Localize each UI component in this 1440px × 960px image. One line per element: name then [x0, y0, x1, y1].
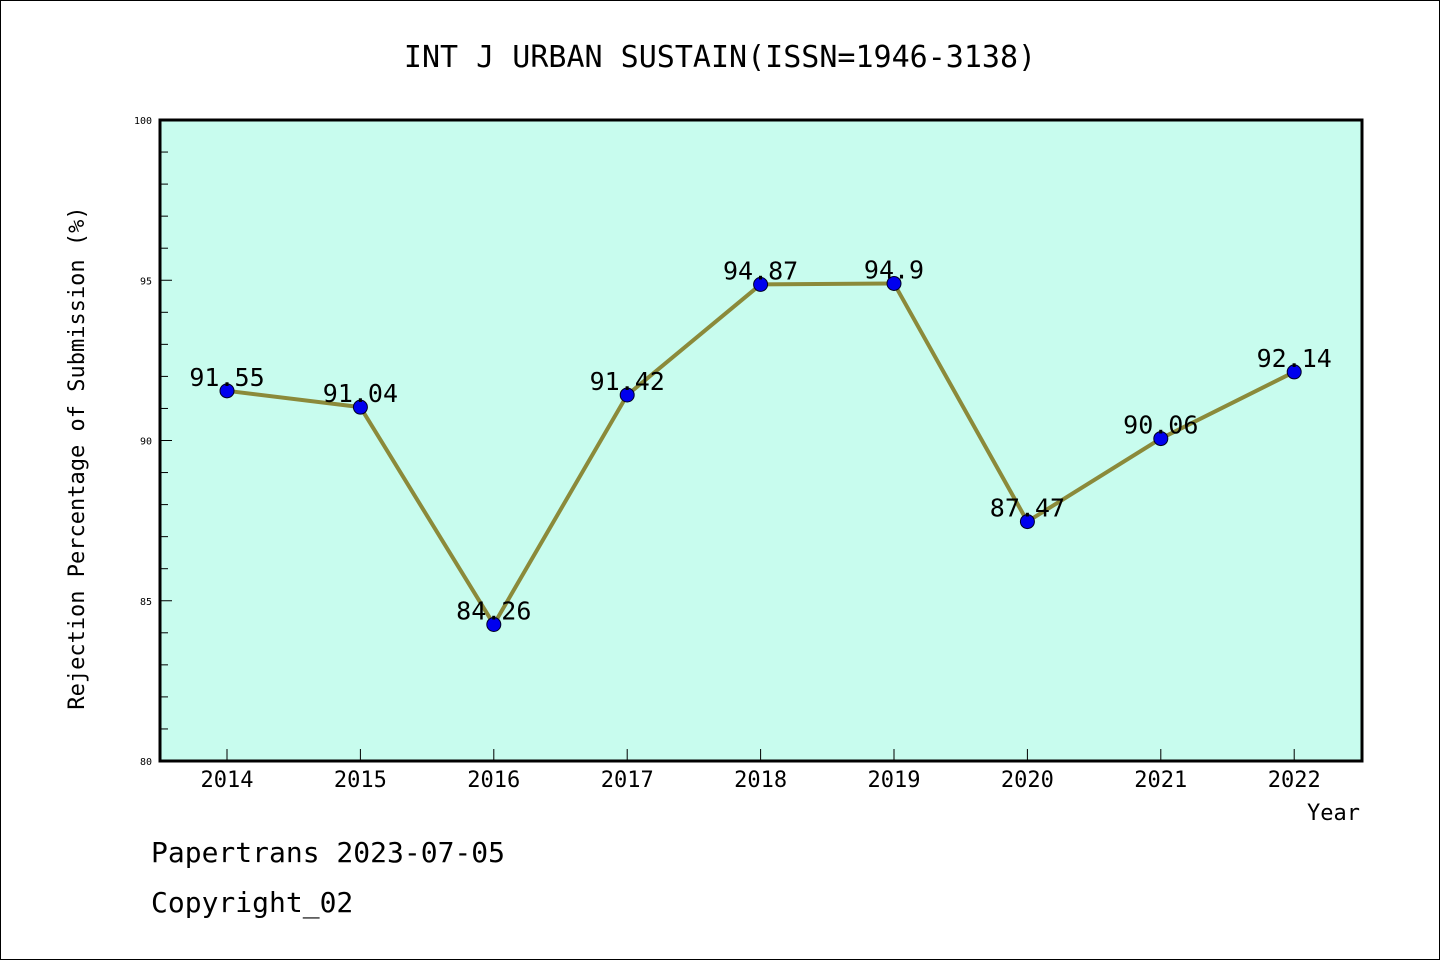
data-point [219, 383, 235, 399]
data-label: 94.87 [723, 256, 798, 285]
y-tick-label: 95 [140, 276, 152, 287]
x-tick-label: 2014 [201, 768, 254, 793]
x-tick-label: 2019 [868, 768, 921, 793]
y-tick-label: 80 [140, 757, 152, 768]
data-label: 94.9 [864, 255, 924, 284]
data-label: 87.47 [990, 494, 1065, 523]
x-tick-label: 2022 [1268, 768, 1321, 793]
x-tick-label: 2021 [1134, 768, 1187, 793]
data-label: 92.14 [1257, 344, 1332, 373]
x-tick-label: 2016 [467, 768, 520, 793]
y-axis: 80 85 90 95 100 [134, 116, 172, 768]
data-point [619, 387, 635, 403]
data-label: 91.42 [590, 367, 665, 396]
data-label: 91.55 [189, 363, 264, 392]
x-tick-label: 2017 [601, 768, 654, 793]
x-axis: 2014 2015 2016 2017 2018 2019 2020 2021 2022 [201, 749, 1321, 793]
data-point [753, 276, 769, 292]
data-label: 91.04 [323, 379, 398, 408]
data-point [1286, 364, 1302, 380]
data-label: 84.26 [456, 596, 531, 625]
y-tick-label: 85 [140, 597, 152, 608]
data-label: 90.06 [1123, 411, 1198, 440]
chart-title: INT J URBAN SUSTAIN(ISSN=1946-3138) [404, 40, 1036, 75]
plot-area [158, 118, 1364, 763]
x-tick-label: 2020 [1001, 768, 1054, 793]
footer-date: Papertrans 2023-07-05 [151, 836, 506, 869]
x-axis-label: Year [1307, 801, 1360, 826]
x-tick-label: 2015 [334, 768, 387, 793]
footer-copyright: Copyright_02 [151, 886, 354, 919]
data-point [352, 399, 368, 415]
data-point [886, 275, 902, 291]
series [219, 275, 1302, 632]
data-point [1153, 431, 1169, 447]
data-point [486, 616, 502, 632]
y-tick-label: 100 [134, 116, 152, 127]
data-point [1019, 514, 1035, 530]
y-tick-label: 90 [140, 437, 152, 448]
y-axis-label: Rejection Percentage of Submission (%) [65, 206, 90, 709]
data-labels: 91.55 91.04 84.26 91.42 94.87 94.9 87.47 90.06 9… [189, 255, 1331, 625]
x-tick-label: 2018 [734, 768, 787, 793]
